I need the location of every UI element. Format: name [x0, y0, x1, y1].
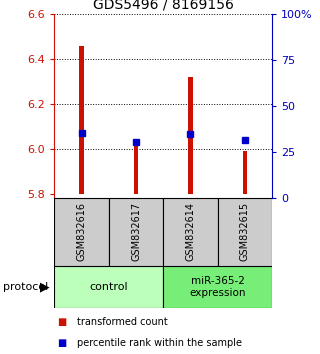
Bar — [79, 46, 84, 194]
Text: transformed count: transformed count — [77, 317, 168, 327]
Bar — [54, 198, 109, 266]
Bar — [218, 198, 272, 266]
Bar — [109, 198, 163, 266]
Bar — [163, 266, 272, 308]
Text: GSM832617: GSM832617 — [131, 202, 141, 262]
Bar — [134, 144, 138, 194]
Text: miR-365-2
expression: miR-365-2 expression — [189, 276, 246, 298]
Text: ■: ■ — [58, 338, 67, 348]
Bar — [188, 77, 193, 194]
Bar — [243, 151, 247, 194]
Text: GSM832614: GSM832614 — [185, 202, 196, 261]
Bar — [163, 198, 218, 266]
Bar — [54, 266, 163, 308]
Text: percentile rank within the sample: percentile rank within the sample — [77, 338, 242, 348]
Text: ▶: ▶ — [40, 280, 50, 293]
Text: GSM832616: GSM832616 — [76, 202, 87, 261]
Text: ■: ■ — [58, 317, 67, 327]
Text: protocol: protocol — [3, 282, 48, 292]
Title: GDS5496 / 8169156: GDS5496 / 8169156 — [93, 0, 234, 12]
Text: GSM832615: GSM832615 — [240, 202, 250, 262]
Text: control: control — [90, 282, 128, 292]
